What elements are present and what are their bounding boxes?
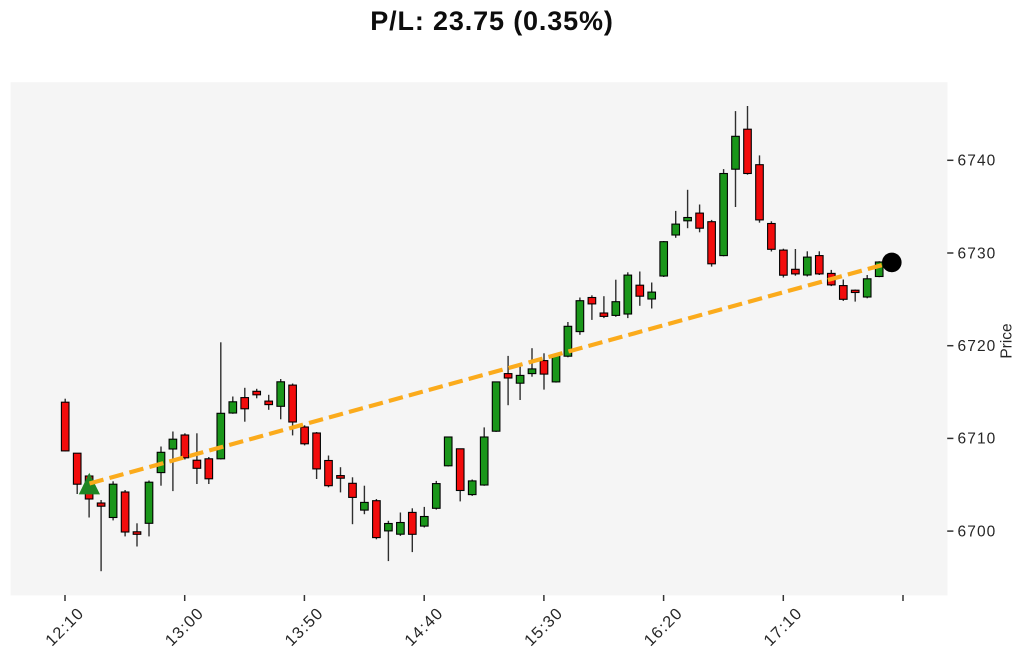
svg-text:6720: 6720 <box>958 338 997 355</box>
svg-text:14:40: 14:40 <box>401 604 447 650</box>
svg-text:Price: Price <box>999 323 1016 358</box>
svg-text:17:10: 17:10 <box>760 604 806 650</box>
svg-text:15:30: 15:30 <box>521 604 567 650</box>
svg-text:12:10: 12:10 <box>42 604 88 650</box>
svg-text:6710: 6710 <box>958 431 997 448</box>
svg-text:6730: 6730 <box>958 245 997 262</box>
svg-text:16:20: 16:20 <box>641 604 687 650</box>
svg-text:13:50: 13:50 <box>281 604 327 650</box>
svg-text:6740: 6740 <box>958 153 997 170</box>
svg-text:P/L: 23.75 (0.35%): P/L: 23.75 (0.35%) <box>370 6 613 36</box>
svg-text:6700: 6700 <box>958 523 997 540</box>
svg-text:13:00: 13:00 <box>162 604 208 650</box>
